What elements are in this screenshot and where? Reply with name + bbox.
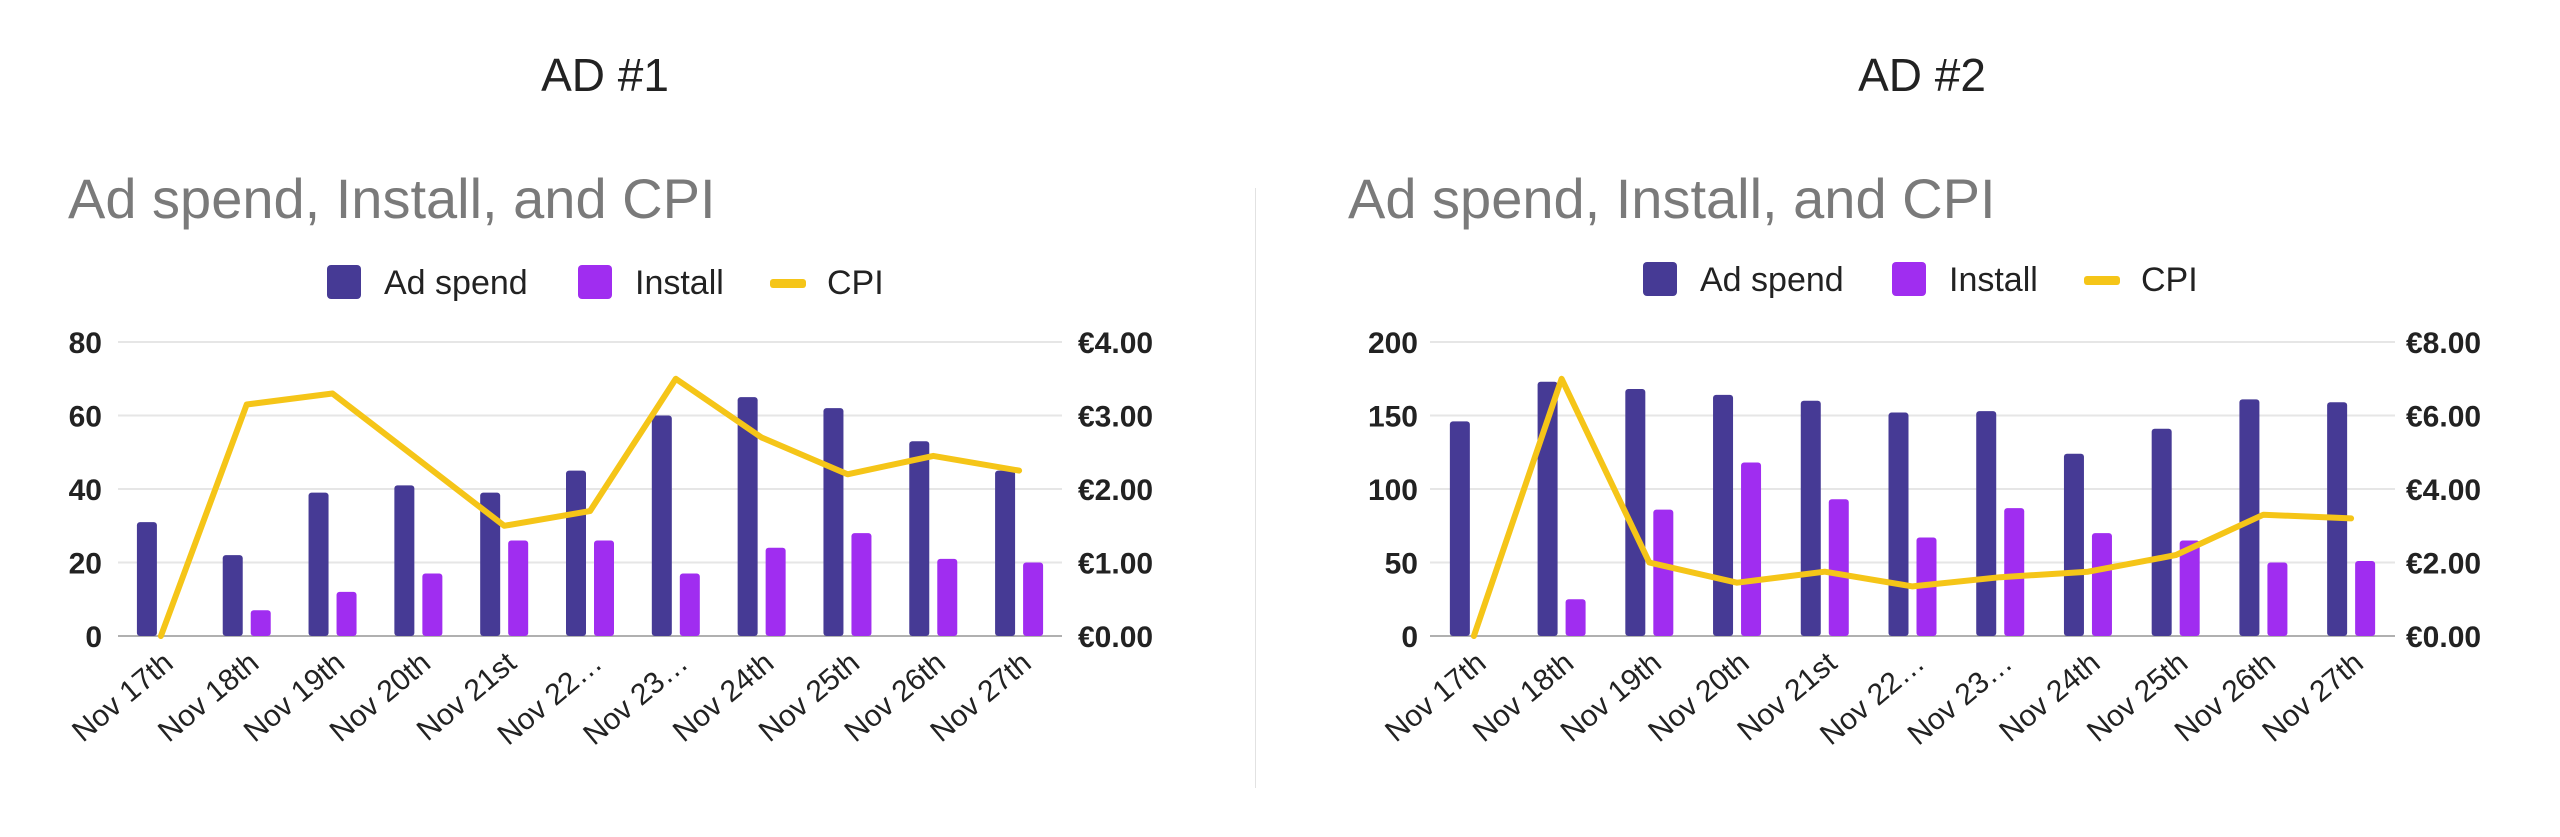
ad-spend-bar [1888, 412, 1909, 636]
y-left-tick: 40 [69, 474, 102, 507]
install-bar [508, 540, 529, 636]
legend-swatch-cpi [770, 279, 806, 288]
y-right-tick: €4.00 [1078, 327, 1153, 360]
legend-label: Install [1949, 261, 2038, 299]
chart-title: Ad spend, Install, and CPI [68, 167, 716, 230]
install-bar [2179, 540, 2200, 636]
ad2-heading: AD #2 [1858, 49, 1986, 101]
y-left-tick: 0 [85, 621, 102, 654]
ad-spend-bar [1800, 400, 1821, 636]
ad-spend-bar [1625, 389, 1646, 636]
y-right-tick: €0.00 [2406, 621, 2481, 654]
install-bar [2267, 562, 2288, 636]
legend-swatch-cpi [2084, 276, 2120, 285]
ad-spend-bar [909, 441, 930, 636]
install-bar [1828, 499, 1849, 636]
ad-spend-bar [737, 397, 758, 636]
ad1-chart: Ad spend, Install, and CPI Ad spend Instal… [66, 167, 1153, 752]
cpi-line [157, 375, 1023, 639]
y-right-tick: €8.00 [2406, 327, 2481, 360]
ad-spend-bar [480, 492, 501, 636]
ad-spend-bar [1449, 421, 1470, 636]
ad-spend-bar [136, 522, 157, 636]
ad-spend-bar [1713, 394, 1734, 636]
panel-divider [1255, 188, 1256, 788]
ad2-chart: Ad spend, Install, and CPI Ad spend Instal… [1348, 167, 2481, 752]
y-left-tick: 0 [1401, 621, 1418, 654]
cpi-line [1470, 375, 2355, 639]
ad-spend-bar [823, 408, 844, 636]
y-left-tick: 100 [1368, 474, 1418, 507]
y-left-tick: 150 [1368, 401, 1418, 434]
ad-spend-bar [308, 492, 329, 636]
ad-spend-bar [2151, 428, 2172, 636]
legend-label: Ad spend [384, 264, 528, 302]
legend-swatch-ad-spend [1643, 262, 1677, 296]
install-bar [250, 610, 271, 636]
y-right-tick: €2.00 [2406, 548, 2481, 581]
ad-spend-bar [995, 470, 1016, 636]
ad-spend-bar [1537, 381, 1558, 636]
y-right-tick: €4.00 [2406, 474, 2481, 507]
y-left-tick: 50 [1385, 548, 1418, 581]
ad-spend-bar [651, 415, 672, 636]
legend-swatch-ad-spend [327, 265, 361, 299]
y-right-tick: €2.00 [1078, 474, 1153, 507]
y-left-tick: 80 [69, 327, 102, 360]
install-bar [2091, 533, 2112, 636]
y-right-tick: €1.00 [1078, 548, 1153, 581]
install-bar [2004, 508, 2025, 636]
install-bar [336, 591, 357, 636]
install-bar [1565, 599, 1586, 636]
legend-swatch-install [1892, 262, 1926, 296]
y-right-tick: €0.00 [1078, 621, 1153, 654]
install-bar [1741, 462, 1762, 636]
ad-spend-bar [2063, 453, 2084, 636]
ad-spend-bar [394, 485, 415, 636]
legend-swatch-install [578, 265, 612, 299]
install-bar [851, 533, 872, 636]
install-bar [1023, 562, 1044, 636]
install-bar [937, 558, 958, 636]
ad-spend-bar [222, 555, 243, 636]
ad-spend-bar [566, 470, 586, 636]
y-left-tick: 60 [69, 401, 102, 434]
ad-spend-bar [1976, 411, 1997, 636]
y-right-tick: €6.00 [2406, 401, 2481, 434]
y-left-tick: 20 [69, 548, 102, 581]
legend-label: Ad spend [1700, 261, 1844, 299]
install-bar [679, 573, 700, 636]
legend-label: Install [635, 264, 724, 302]
y-left-tick: 200 [1368, 327, 1418, 360]
install-bar [2355, 561, 2376, 636]
y-right-tick: €3.00 [1078, 401, 1153, 434]
legend-label: CPI [2141, 261, 2198, 299]
ad1-heading: AD #1 [541, 49, 669, 101]
install-bar [765, 547, 786, 636]
install-bar [594, 540, 614, 636]
install-bar [422, 573, 443, 636]
chart-title: Ad spend, Install, and CPI [1348, 167, 1996, 230]
install-bar [1653, 509, 1674, 636]
legend-label: CPI [827, 264, 884, 302]
ad-spend-bar [2239, 399, 2260, 636]
